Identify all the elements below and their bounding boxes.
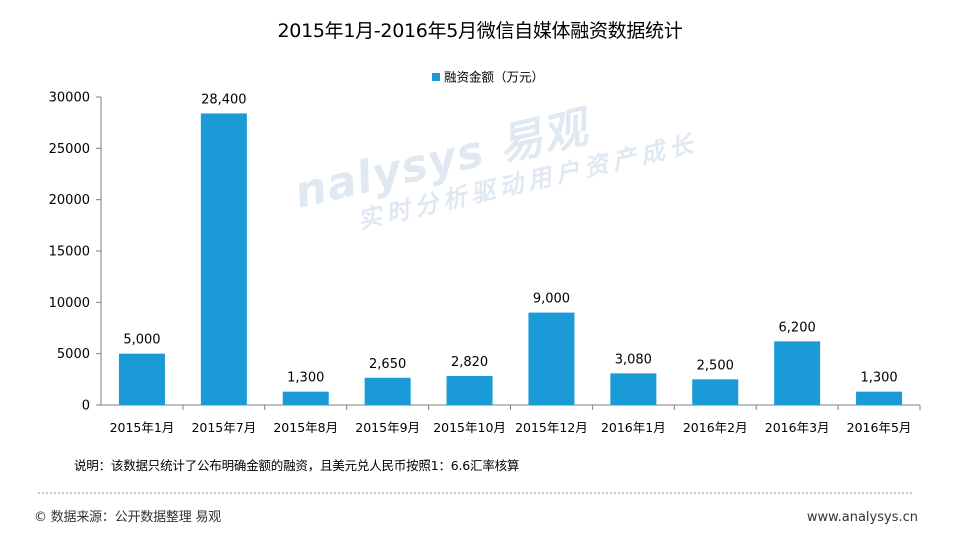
website-link[interactable]: www.analysys.cn — [806, 510, 918, 525]
bar — [364, 377, 411, 405]
bar-value-label: 1,300 — [860, 371, 897, 386]
x-tick-label: 2015年8月 — [273, 420, 338, 435]
bar-value-label: 6,200 — [779, 320, 816, 335]
x-tick-label: 2015年10月 — [433, 420, 506, 435]
bar-value-label: 2,500 — [697, 358, 734, 373]
x-tick-label: 2015年12月 — [515, 420, 588, 435]
bar — [774, 341, 821, 405]
y-tick-label: 30000 — [49, 91, 90, 106]
x-tick-label: 2015年1月 — [110, 420, 175, 435]
y-tick-label: 25000 — [49, 142, 90, 157]
bar — [282, 391, 329, 405]
x-tick-label: 2016年5月 — [847, 420, 912, 435]
legend-label: 融资金额（万元） — [444, 70, 544, 85]
bar-value-label: 2,820 — [451, 355, 488, 370]
bar — [446, 376, 493, 405]
bar-value-label: 9,000 — [533, 292, 570, 307]
y-tick-label: 5000 — [57, 347, 90, 362]
bar-value-label: 28,400 — [201, 92, 247, 107]
x-tick-label: 2015年7月 — [191, 420, 256, 435]
legend-swatch — [432, 73, 440, 81]
bar — [118, 353, 165, 405]
x-tick-label: 2016年3月 — [765, 420, 830, 435]
y-tick-label: 10000 — [49, 296, 90, 311]
bar-value-label: 5,000 — [123, 333, 160, 348]
y-tick-label: 0 — [82, 399, 90, 414]
bar-value-label: 1,300 — [287, 371, 324, 386]
x-tick-label: 2015年9月 — [355, 420, 420, 435]
y-tick-label: 15000 — [49, 245, 90, 260]
data-source: © 数据来源：公开数据整理 易观 — [34, 510, 222, 525]
bar-value-label: 3,080 — [615, 352, 652, 367]
footer-divider — [38, 492, 912, 494]
chart-note: 说明：该数据只统计了公布明确金额的融资，且美元兑人民币按照1：6.6汇率核算 — [74, 458, 520, 473]
y-tick-label: 20000 — [49, 193, 90, 208]
bar — [528, 312, 575, 405]
bar — [692, 379, 739, 405]
x-tick-label: 2016年1月 — [601, 420, 666, 435]
bar — [856, 391, 903, 405]
bar-value-label: 2,650 — [369, 357, 406, 372]
chart-title: 2015年1月-2016年5月微信自媒体融资数据统计 — [277, 20, 683, 42]
bar — [610, 373, 657, 405]
x-tick-label: 2016年2月 — [683, 420, 748, 435]
bar — [200, 113, 247, 405]
